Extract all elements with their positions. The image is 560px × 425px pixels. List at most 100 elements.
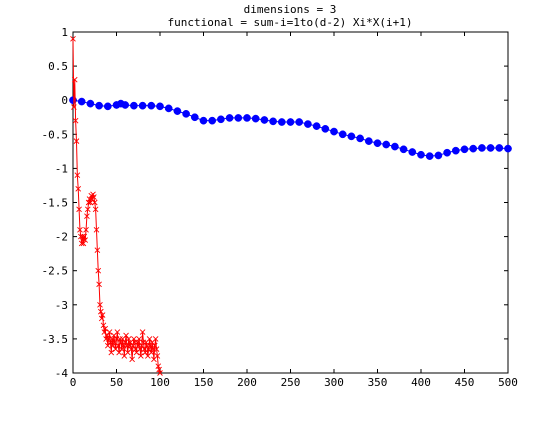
series-1-point bbox=[147, 101, 156, 110]
series-2-point bbox=[137, 346, 143, 352]
series-2-point bbox=[102, 325, 109, 332]
series-2-point bbox=[138, 353, 144, 359]
series-1-point bbox=[408, 148, 417, 156]
series-2-point bbox=[71, 76, 78, 83]
series-1-point bbox=[190, 113, 199, 122]
series-2-point bbox=[104, 332, 110, 339]
series-1-point bbox=[443, 148, 451, 157]
series-1-point bbox=[286, 118, 295, 126]
series-1-point bbox=[295, 118, 304, 126]
series-1-point bbox=[417, 150, 425, 159]
series-2-point bbox=[77, 226, 83, 233]
series-1-point bbox=[277, 118, 286, 126]
series-1-point bbox=[269, 117, 277, 126]
x-tick-label: 350 bbox=[368, 376, 388, 389]
x-tick-label: 300 bbox=[324, 376, 344, 389]
series-1-point bbox=[182, 109, 190, 118]
series-2-point bbox=[155, 363, 162, 369]
x-tick-label: 50 bbox=[110, 376, 123, 389]
series-1-point bbox=[382, 140, 391, 149]
series-2-point bbox=[100, 322, 107, 329]
y-tick-label: 0 bbox=[61, 94, 68, 107]
y-tick-label: 1 bbox=[61, 26, 68, 39]
series-1-point bbox=[451, 146, 460, 155]
series-2-point bbox=[154, 353, 161, 359]
chart-title-line-2: functional = sum-i=1to(d-2) Xi*X(i+1) bbox=[167, 16, 412, 29]
series-2-point bbox=[95, 267, 102, 274]
x-tick-label: 250 bbox=[281, 376, 301, 389]
series-1-point bbox=[130, 101, 138, 110]
series-2-point bbox=[153, 346, 160, 352]
series-1-point bbox=[312, 122, 321, 130]
series-2-point bbox=[80, 240, 87, 247]
y-tick-label: -1.5 bbox=[42, 197, 69, 210]
series-2-point bbox=[118, 346, 125, 352]
series-1-point bbox=[504, 144, 512, 153]
series-2-point bbox=[83, 226, 89, 233]
series-2-point bbox=[139, 329, 146, 335]
series-1-point bbox=[164, 104, 173, 113]
series-2-point bbox=[130, 342, 136, 349]
series-1-point bbox=[347, 132, 356, 141]
series-1-point bbox=[373, 139, 382, 148]
series-2-point bbox=[81, 233, 88, 240]
series-2-point bbox=[92, 206, 99, 213]
series-1-point bbox=[338, 130, 347, 139]
series-1-point bbox=[251, 114, 260, 123]
series-2-point bbox=[151, 342, 158, 349]
series-1-point bbox=[234, 114, 243, 122]
series-1-point bbox=[260, 116, 269, 124]
series-2-point bbox=[123, 332, 129, 339]
series-2-point bbox=[99, 312, 106, 318]
y-tick-label: -4 bbox=[55, 367, 69, 380]
series-2-point bbox=[146, 336, 153, 342]
series-2-point bbox=[98, 308, 104, 315]
x-tick-label: 200 bbox=[237, 376, 257, 389]
series-2-point bbox=[84, 206, 91, 213]
series-2-point bbox=[84, 213, 90, 219]
series-2-point bbox=[98, 315, 105, 322]
series-1-point bbox=[199, 116, 208, 125]
series-2-point bbox=[73, 138, 80, 144]
x-tick-label: 0 bbox=[70, 376, 77, 389]
series-2-point bbox=[91, 194, 97, 200]
series-2-point bbox=[74, 172, 81, 179]
series-2-point bbox=[108, 349, 115, 356]
series-1-point bbox=[77, 97, 86, 106]
series-2-point bbox=[79, 233, 86, 240]
series-2-point bbox=[157, 370, 163, 376]
y-tick-label: -3 bbox=[55, 299, 68, 312]
series-2-point bbox=[118, 339, 124, 346]
series-2-point bbox=[125, 336, 132, 342]
series-2-point bbox=[75, 186, 82, 192]
series-2-point bbox=[72, 117, 79, 124]
series-1-point bbox=[356, 134, 364, 143]
series-1-point bbox=[121, 101, 130, 109]
series-2-point bbox=[76, 206, 82, 213]
series-1-point bbox=[173, 107, 182, 115]
series-1-point bbox=[225, 114, 234, 122]
series-2-point bbox=[93, 226, 100, 233]
series-1-point bbox=[95, 101, 103, 110]
series-2-point bbox=[141, 346, 148, 352]
series-2-point bbox=[132, 346, 139, 352]
y-tick-label: -2.5 bbox=[42, 265, 69, 278]
series-2-point bbox=[145, 346, 152, 352]
axes-layer: 0 50 100 150 200 250 300 350 400 450 500 1 0.5 0 -0.5 -… bbox=[42, 26, 518, 389]
y-tick-label: -2 bbox=[55, 231, 68, 244]
x-tick-label: 450 bbox=[455, 376, 475, 389]
series-2-point bbox=[107, 339, 114, 346]
series-2-point bbox=[148, 349, 155, 356]
x-tick-label: 150 bbox=[194, 376, 214, 389]
series-1-point bbox=[469, 144, 478, 153]
series-layer bbox=[69, 36, 512, 376]
series-2-point bbox=[82, 237, 88, 243]
x-tick-label: 100 bbox=[150, 376, 170, 389]
series-1-point bbox=[103, 102, 112, 111]
series-2-point bbox=[94, 247, 101, 254]
series-1-point bbox=[364, 137, 373, 145]
series-1-point bbox=[391, 142, 399, 151]
series-2-point bbox=[101, 329, 108, 335]
